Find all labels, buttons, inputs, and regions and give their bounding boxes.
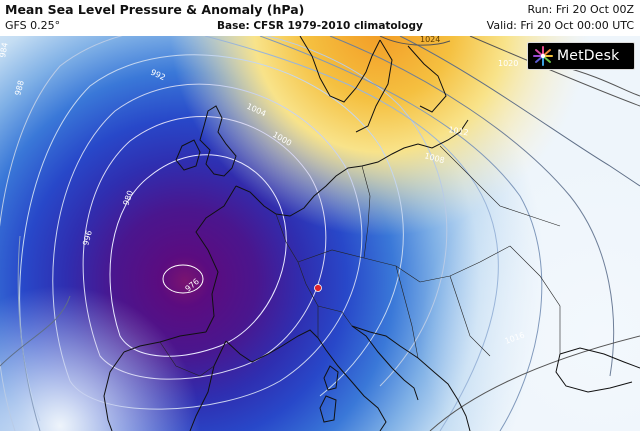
spain-east-coast [189,340,227,431]
border-east [419,245,511,283]
isobar-980 [109,154,287,357]
isobar-1016-south [429,335,640,431]
border-spain-france [159,341,215,377]
logo-text: MetDesk [557,48,620,64]
norway-coast [299,36,381,103]
isobar-1016 [469,36,640,107]
balkan-coast [351,325,471,431]
border-ukraine [509,245,561,354]
scandinavian-high-field [0,36,640,431]
isobar-1008-west [17,235,41,431]
climatology-base-label: Base: CFSR 1979-2010 climatology [217,20,423,32]
black-sea-coast [559,347,640,369]
metdesk-starburst-icon [533,46,553,66]
north-sea-coast [235,143,419,217]
italy-west-coast [317,337,387,431]
isobar-1008 [329,36,615,377]
iberia-west-coast [103,351,125,431]
france-atlantic-coast [195,185,237,333]
isobar-1024 [379,36,451,46]
isobar-976 [162,264,204,294]
isobar-label: 996 [81,229,94,246]
chart-title: Mean Sea Level Pressure & Anomaly (hPa) [5,2,305,17]
finland-coast [407,45,447,113]
black-sea-south-coast [555,353,633,393]
isobar-label: 1020 [498,59,518,68]
model-label: GFS 0.25° [5,19,61,32]
isobar-label: 984 [0,42,10,59]
isobar-996 [0,36,448,431]
isobar-992 [19,54,404,422]
isobar-984 [82,115,327,380]
sardinia-coast [319,395,337,423]
isobar-label: 1024 [420,36,440,44]
gulf-of-lion-coast [225,329,319,363]
italy-east-coast [351,325,419,401]
baltic-south-coast [417,119,469,149]
border-france-east [275,213,319,338]
country-borders [159,145,561,377]
isobar-1012 [399,36,640,187]
valid-time-label: Valid: Fri 20 Oct 00:00 UTC [486,19,634,32]
isobar-label: 1012 [448,125,470,137]
run-time-label: Run: Fri 20 Oct 00Z [527,3,634,16]
isobar-988 [52,83,363,410]
metdesk-logo: MetDesk [527,42,635,70]
ireland-coast [175,139,201,171]
isobar-1004 [259,36,543,431]
pressure-anomaly-map: 984 988 992 996 1000 1004 1008 1012 1016… [0,36,640,431]
border-alps [317,305,353,327]
border-romania [449,275,491,357]
corsica-coast [323,365,339,391]
coastlines [103,36,640,431]
isobar-1012-west [0,295,71,367]
isobar-label: 988 [13,79,26,96]
map-canvas: 984 988 992 996 1000 1004 1008 1012 1016… [0,36,640,431]
border-hungary [395,265,419,359]
location-marker [314,284,322,292]
chart-header: Mean Sea Level Pressure & Anomaly (hPa) … [0,0,640,36]
border-baltics [439,145,561,227]
border-germany-poland [361,165,371,259]
sweden-coast [355,39,393,133]
great-britain-coast [199,105,237,177]
